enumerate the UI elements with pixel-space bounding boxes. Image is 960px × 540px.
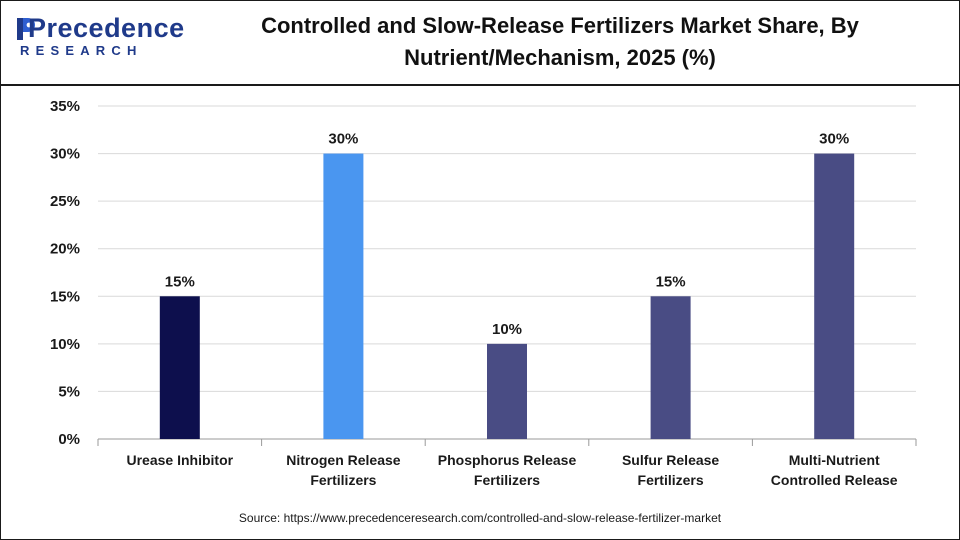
y-tick-label: 10% — [50, 336, 80, 353]
logo-subtitle: RESEARCH — [20, 43, 143, 58]
x-tick-label: Phosphorus Release — [438, 452, 577, 468]
data-label: 10% — [492, 321, 522, 338]
chart-title-line-1: Controlled and Slow-Release Fertilizers … — [261, 13, 859, 38]
data-label: 30% — [819, 131, 849, 148]
logo-wordmark: Precedence — [28, 13, 185, 43]
x-tick-label: Nitrogen Release — [286, 452, 401, 468]
y-tick-label: 30% — [50, 146, 80, 163]
y-tick-label: 25% — [50, 193, 80, 210]
x-tick-label: Multi-Nutrient — [789, 452, 880, 468]
logo-mark-icon — [17, 18, 35, 40]
bar — [487, 343, 527, 439]
bar-chart: 0% 5% 10% 15% 20% 25% 30% 35% 15% Urease Inhibito… — [50, 98, 917, 488]
data-label: 15% — [656, 273, 686, 290]
y-tick-label: 0% — [58, 431, 80, 448]
x-tick-label: Urease Inhibitor — [127, 452, 234, 468]
header-divider — [0, 84, 960, 86]
chart-title: Controlled and Slow-Release Fertilizers … — [190, 10, 930, 74]
brand-logo: Precedence RESEARCH — [14, 12, 184, 70]
y-tick-label: 35% — [50, 98, 80, 115]
chart-title-line-2: Nutrient/Mechanism, 2025 (%) — [404, 45, 716, 70]
y-tick-label: 20% — [50, 241, 80, 258]
bar — [814, 153, 855, 440]
header: Precedence RESEARCH Controlled and Slow-… — [0, 0, 960, 84]
data-label: 30% — [328, 131, 358, 148]
y-tick-label: 15% — [50, 288, 80, 305]
bar — [323, 153, 364, 440]
bar — [159, 296, 200, 439]
x-tick-label: Fertilizers — [638, 472, 704, 488]
x-tick-label: Controlled Release — [771, 472, 898, 488]
bar — [650, 296, 691, 439]
source-note: Source: https://www.precedenceresearch.c… — [238, 511, 722, 525]
x-tick-label: Fertilizers — [474, 472, 540, 488]
x-tick-label: Fertilizers — [310, 472, 376, 488]
data-label: 15% — [165, 273, 195, 290]
y-tick-label: 5% — [58, 383, 80, 400]
x-tick-label: Sulfur Release — [622, 452, 719, 468]
